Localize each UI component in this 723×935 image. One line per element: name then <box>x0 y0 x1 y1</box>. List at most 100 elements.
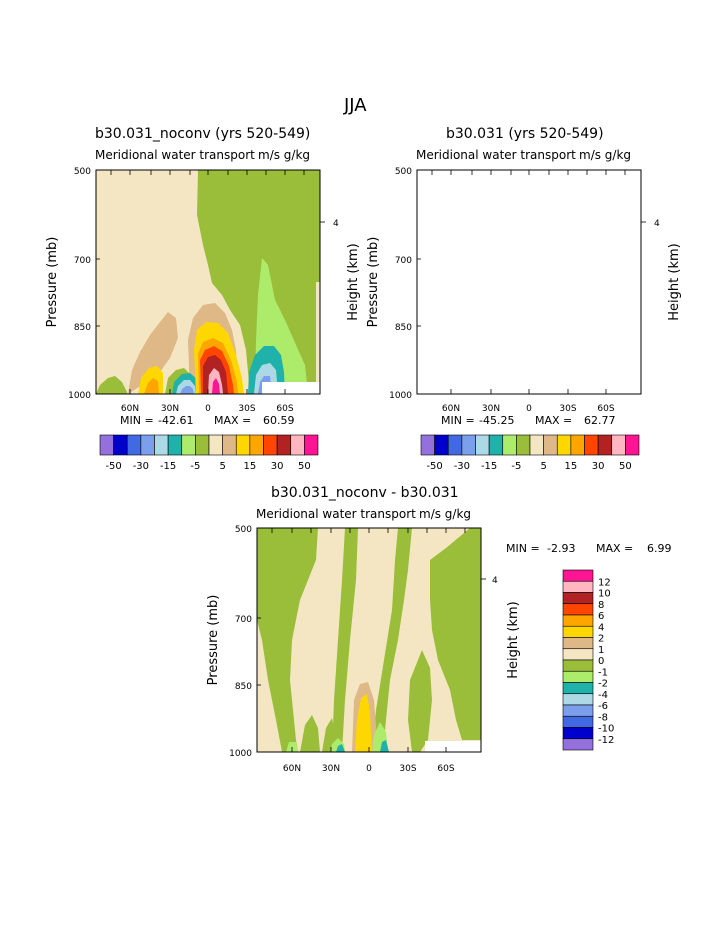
panel3-ytick: 700 <box>235 615 252 625</box>
colorbar-swatch <box>562 670 594 683</box>
panel1-xtick: 60S <box>276 404 293 414</box>
panel3-max-label: MAX = <box>596 542 634 555</box>
colorbar-swatch <box>562 592 594 605</box>
panel1-xtick: 60N <box>121 404 139 414</box>
colorbar-swatch <box>562 738 594 751</box>
panel1-fill-orange-left <box>144 378 159 394</box>
colorbar-label: -5 <box>190 461 200 472</box>
colorbar-label: 8 <box>598 600 604 611</box>
colorbar-label: 30 <box>592 461 605 472</box>
panel1-xtick: 30N <box>161 404 179 414</box>
panel2-title: b30.031 (yrs 520-549) <box>446 126 604 142</box>
panel3-ytick: 1000 <box>229 749 252 759</box>
panel3-fill-teal-1 <box>336 740 389 752</box>
panel2-max-label: MAX = <box>535 414 573 427</box>
panel3-fill-green-band2 <box>332 528 358 752</box>
panel1-minor-ticks <box>96 170 325 394</box>
panel2-max-value: 62.77 <box>584 414 616 427</box>
panel1-min-label: MIN = <box>120 414 154 427</box>
colorbar-label: 50 <box>298 461 311 472</box>
colorbar-label: -8 <box>598 712 608 723</box>
panel1-ylabel: Pressure (mb) <box>45 237 60 328</box>
panel1-right-tick: 4 <box>333 219 339 229</box>
colorbar-label: -50 <box>105 461 121 472</box>
colorbar-label: 6 <box>598 611 604 622</box>
panel3-fill-green-band5 <box>408 650 432 752</box>
colorbar-swatch <box>562 727 594 740</box>
colorbar-label: 10 <box>598 589 611 600</box>
panel2-xtick: 30S <box>559 404 576 414</box>
colorbar-label: 15 <box>565 461 578 472</box>
panel2-xtick: 30N <box>482 404 500 414</box>
panel2-min-label: MIN = <box>441 414 475 427</box>
colorbar-label: -5 <box>511 461 521 472</box>
colorbar-swatch <box>562 682 594 695</box>
panel3-max-value: 6.99 <box>647 542 672 555</box>
panel3-fill-green-band4 <box>430 528 481 740</box>
panel2-minor-ticks <box>417 170 646 394</box>
colorbar-label: -50 <box>426 461 442 472</box>
panel3-ylabel-right: Height (km) <box>506 601 521 678</box>
panel3-fill-lightgreen-1 <box>286 722 388 752</box>
panel2-ytick: 700 <box>395 256 412 266</box>
panel3-min-label: MIN = <box>506 542 540 555</box>
panel3-min-value: -2.93 <box>547 542 576 555</box>
panel3-title: b30.031_noconv - b30.031 <box>271 485 459 501</box>
panel2-ylabel: Pressure (mb) <box>366 237 381 328</box>
panel1-ytick: 500 <box>74 167 91 177</box>
panel1-title: b30.031_noconv (yrs 520-549) <box>95 126 311 142</box>
panel2-ylabel-right: Height (km) <box>667 243 682 320</box>
colorbar-label: 30 <box>271 461 284 472</box>
colorbar-label: -10 <box>598 724 614 735</box>
colorbar-label: 0 <box>598 656 604 667</box>
panel1-max-label: MAX = <box>214 414 252 427</box>
colorbar-label: -30 <box>133 461 149 472</box>
colorbar-label: 50 <box>619 461 632 472</box>
panel1-missing-data <box>262 382 320 394</box>
panel1-fill-magenta-center <box>212 378 220 394</box>
colorbar-top-right: -50 -30 -15 -5 5 15 30 50 <box>420 434 640 472</box>
panel2-right-tick: 4 <box>654 219 660 229</box>
colorbar-swatch <box>625 434 640 456</box>
panel3-missing-data <box>425 741 481 752</box>
colorbar-label: 5 <box>219 461 225 472</box>
panel2-min-value: -45.25 <box>479 414 515 427</box>
colorbar-label: -4 <box>598 690 608 701</box>
panel3-right-tick: 4 <box>492 576 498 586</box>
panel2-xtick: 60N <box>442 404 460 414</box>
panel2-ytick: 1000 <box>389 391 412 401</box>
colorbar-label: -15 <box>160 461 176 472</box>
colorbar-swatch <box>562 625 594 638</box>
colorbar-label: 15 <box>244 461 257 472</box>
panel3-fill-green-band3 <box>372 528 412 752</box>
panel1-xtick: 0 <box>205 404 211 414</box>
colorbar-label: 12 <box>598 577 611 588</box>
panel3-ytick: 500 <box>235 525 252 535</box>
colorbar-swatch <box>562 569 594 582</box>
colorbar-swatch <box>562 693 594 706</box>
colorbar-swatch <box>304 434 319 456</box>
panel1-ytick: 1000 <box>68 391 91 401</box>
panel3-subtitle-left: Meridional water transport <box>256 507 416 521</box>
panel3-xtick: 0 <box>366 764 372 774</box>
colorbar-label: -15 <box>481 461 497 472</box>
colorbar-label: 2 <box>598 634 604 645</box>
panel1-min-value: -42.61 <box>158 414 194 427</box>
panel1-fill-blue-ring <box>180 386 194 394</box>
panel3-minor-ticks <box>257 528 486 752</box>
colorbar-swatch <box>562 659 594 672</box>
panel3-fill-green-band1 <box>257 528 318 752</box>
panel3-xtick: 60S <box>437 764 454 774</box>
panel2-subtitle-right: m/s g/kg <box>579 148 632 162</box>
panel3-fill-green-lower <box>300 715 338 752</box>
colorbar-label: 4 <box>598 622 604 633</box>
panel1-ylabel-right: Height (km) <box>346 243 361 320</box>
colorbar-label: -2 <box>598 679 608 690</box>
panel2-ytick: 850 <box>395 323 412 333</box>
panel3-ytick: 850 <box>235 682 252 692</box>
colorbar-label: 1 <box>598 645 604 656</box>
